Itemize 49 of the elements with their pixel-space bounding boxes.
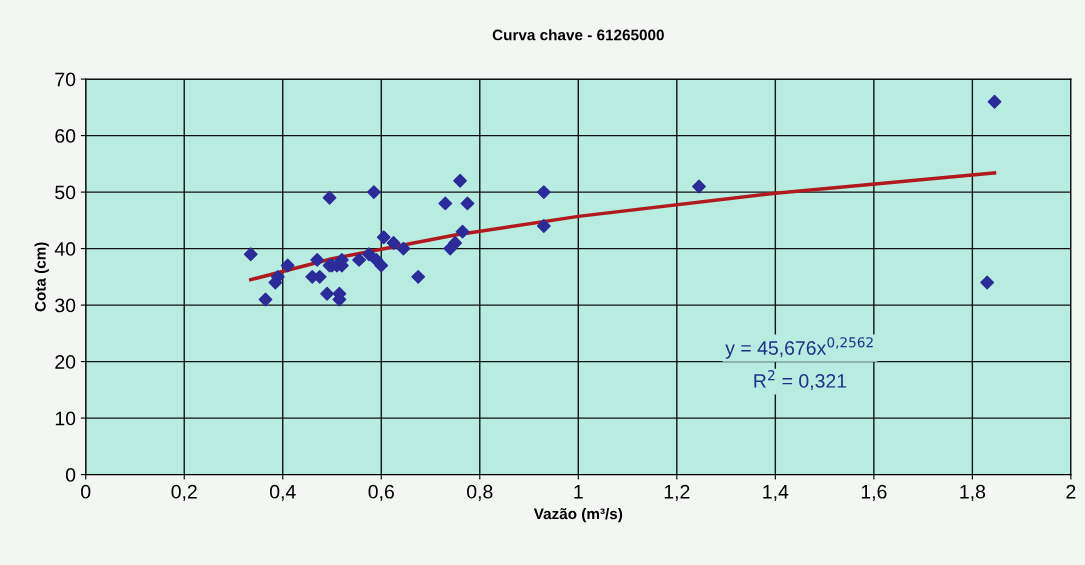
x-tick-label: 1,8 [960, 484, 986, 501]
point [453, 173, 467, 188]
point [536, 219, 551, 233]
x-tick-label: 1,2 [664, 484, 690, 501]
x-axis-title: Vazão (m³/s) [533, 508, 623, 523]
y-tick-label: 0 [65, 468, 76, 482]
x-tick-label: 0,8 [467, 484, 493, 501]
point [374, 258, 389, 273]
point [310, 252, 325, 267]
x-tick-label: 0,4 [270, 484, 296, 501]
y-axis-title: Cota (cm) [34, 242, 49, 312]
point [376, 230, 391, 245]
y-tick-label: 70 [55, 72, 76, 87]
point [243, 247, 258, 262]
point [448, 236, 463, 250]
x-tick-label: 0,6 [368, 484, 394, 501]
point [366, 185, 381, 200]
point [386, 236, 401, 250]
y-tick-label: 10 [55, 411, 76, 426]
point [455, 224, 470, 239]
point [411, 269, 426, 284]
x-tick-label: 0,2 [171, 484, 197, 501]
point [980, 275, 995, 290]
point [396, 241, 411, 256]
x-tick-label: 2 [1066, 484, 1076, 499]
line-series [248, 171, 997, 282]
x-tick-label: 1,6 [861, 484, 887, 501]
annotation: R$^{2}$ = 0,321 [754, 370, 847, 391]
x-tick-label: 1,4 [763, 485, 789, 501]
y-tick-label: 60 [55, 129, 76, 143]
point [258, 292, 273, 307]
point [460, 196, 475, 211]
point [438, 196, 453, 211]
annotation: y = 45,676x$^{0,2562}$ [725, 337, 873, 359]
chart-title: Curva chave - 61265000 [492, 29, 664, 41]
point [352, 252, 367, 267]
x-tick-label: 0 [81, 484, 91, 499]
y-tick-label: 30 [55, 298, 76, 313]
point [320, 286, 334, 301]
x-tick-label: 1 [574, 485, 583, 499]
y-tick-label: 20 [55, 355, 76, 369]
point [692, 179, 706, 194]
y-tick-label: 40 [54, 242, 76, 256]
point [362, 247, 376, 262]
y-tick-label: 50 [55, 185, 76, 200]
point [280, 258, 295, 273]
point [536, 185, 551, 200]
point [322, 190, 337, 205]
point [987, 94, 1002, 109]
